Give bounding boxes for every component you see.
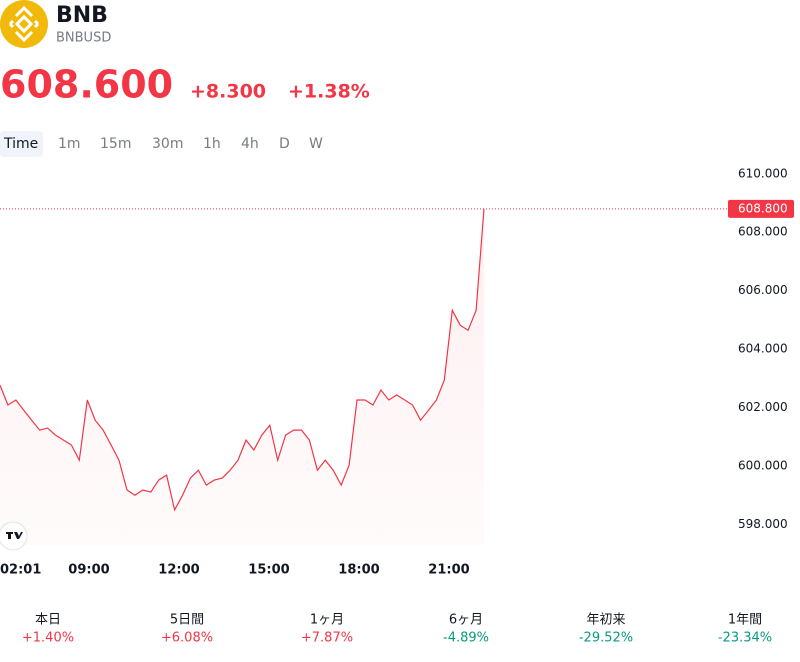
x-tick-label: 12:00 [158, 563, 199, 578]
x-tick-label: 15:00 [248, 563, 289, 578]
interval-tab[interactable]: 4h [241, 136, 259, 152]
x-tick-label: 18:00 [338, 563, 379, 578]
period-label: 5日間 [170, 613, 204, 628]
interval-tab[interactable]: 1m [58, 136, 81, 152]
period-change: -23.34% [718, 631, 772, 646]
y-tick-label: 602.000 [738, 400, 788, 414]
logo [0, 0, 48, 48]
interval-tab[interactable]: D [279, 136, 290, 152]
period-change: +1.40% [22, 631, 74, 646]
period-label: 6ヶ月 [449, 613, 483, 628]
price-change-pct: +1.38% [288, 81, 370, 103]
y-tick-label: 598.000 [738, 517, 788, 531]
y-tick-label: 604.000 [738, 342, 788, 356]
interval-tab[interactable]: W [309, 136, 323, 152]
y-tick-label: 606.000 [738, 283, 788, 297]
tab-active-bg [0, 131, 43, 157]
asset-symbol: BNBUSD [56, 31, 111, 46]
interval-tab[interactable]: 1h [203, 136, 221, 152]
period-label: 年初来 [586, 613, 625, 628]
x-tick-label: 02:01 [0, 563, 41, 578]
price-line [0, 208, 485, 512]
price: 608.600 [0, 63, 173, 107]
period-change: -29.52% [579, 631, 633, 646]
tv-logo [6, 532, 23, 539]
x-tick-label: 09:00 [68, 563, 109, 578]
interval-tab[interactable]: Time [3, 136, 38, 152]
tv-badge [0, 521, 28, 551]
y-tick-label: 608.000 [738, 225, 788, 239]
period-label: 1ヶ月 [310, 613, 344, 628]
y-tick-label: 600.000 [738, 459, 788, 473]
interval-tab[interactable]: 15m [100, 136, 131, 152]
period-change: +7.87% [301, 631, 353, 646]
last-price-box [728, 199, 794, 218]
interval-tab[interactable]: 30m [152, 136, 183, 152]
period-change: +6.08% [161, 631, 213, 646]
y-tick-label: 610.000 [738, 166, 788, 180]
area-fill [0, 208, 484, 546]
period-label: 1年間 [728, 613, 762, 628]
price-change: +8.300 [190, 81, 266, 103]
asset-name: BNB [56, 3, 108, 28]
period-label: 本日 [35, 613, 61, 628]
last-price-label: 608.800 [738, 201, 788, 215]
x-tick-label: 21:00 [428, 563, 469, 578]
period-change: -4.89% [443, 631, 489, 646]
